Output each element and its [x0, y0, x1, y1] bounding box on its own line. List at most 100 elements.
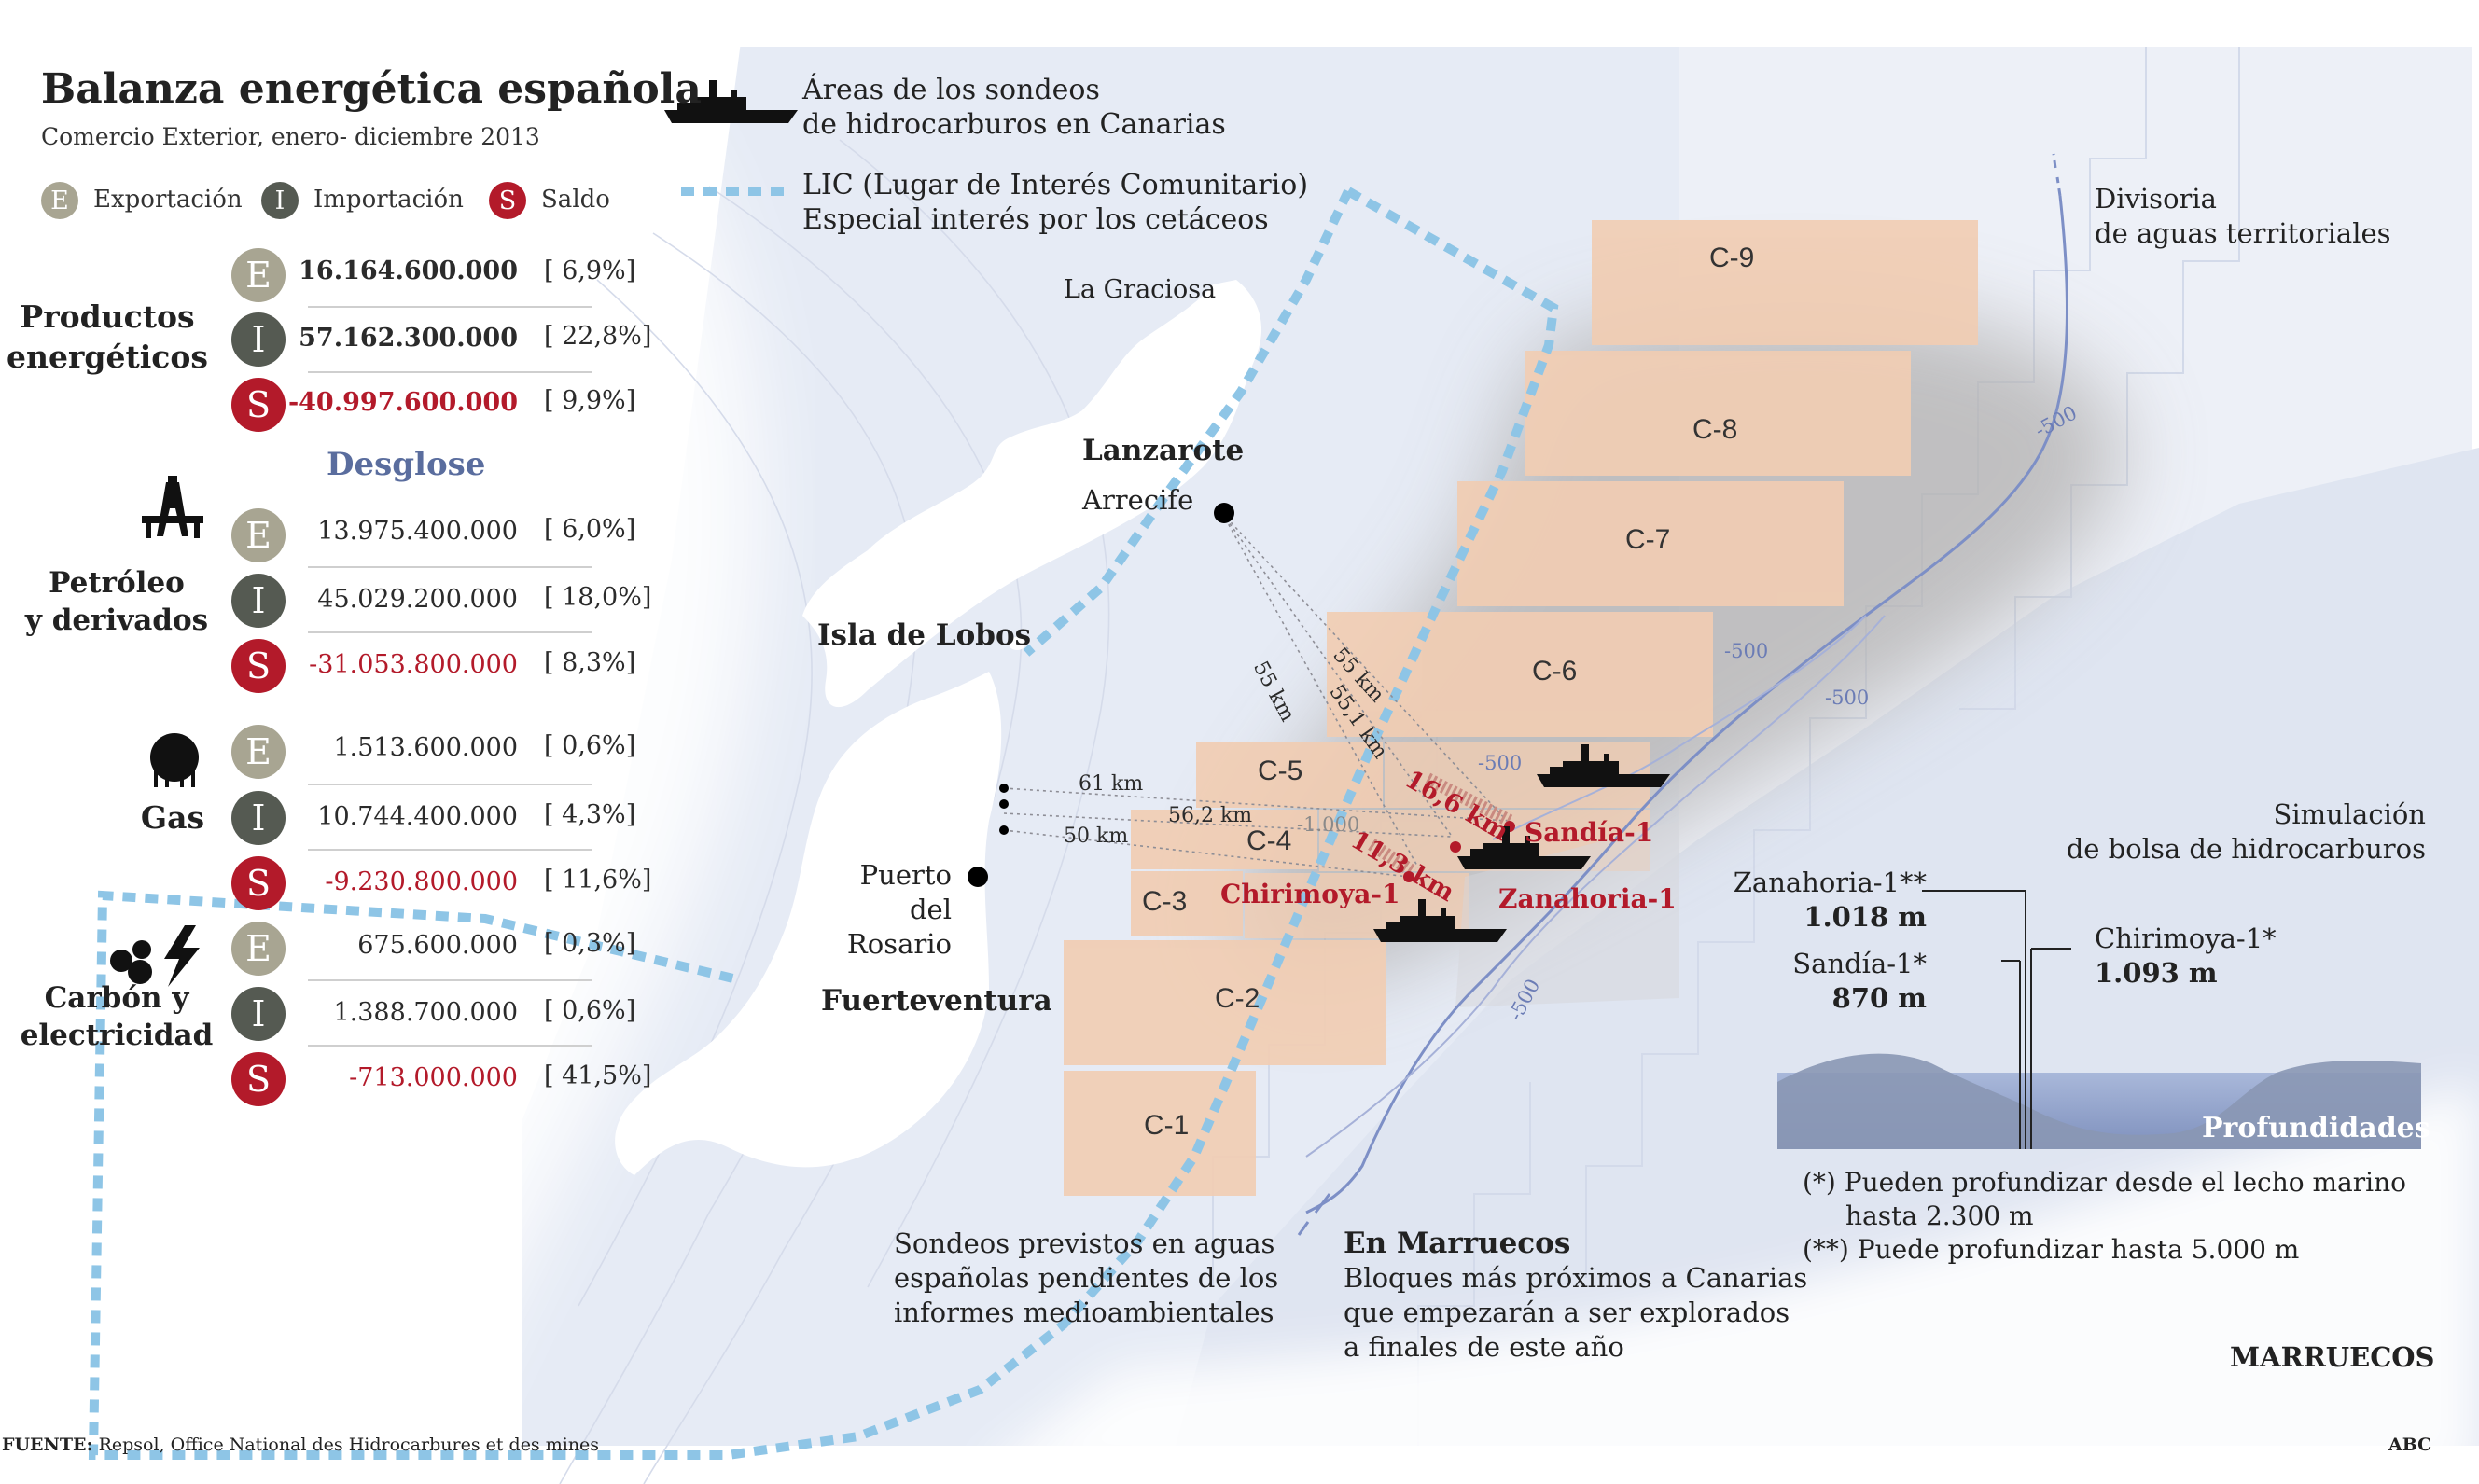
carbon-saldo-badge: S — [231, 1052, 286, 1106]
ship-icon-chirimoya — [1373, 899, 1507, 942]
territorial-divide-dash-top — [2052, 153, 2062, 197]
divider — [308, 849, 592, 851]
block-c7 — [1457, 481, 1844, 606]
divider — [308, 306, 592, 308]
carbon-export-pct: [ 0,3%] — [544, 929, 636, 958]
export-badge: E — [41, 182, 78, 219]
distance-50: 50 km — [1064, 825, 1129, 848]
energeticos-saldo-value: -40.997.600.000 — [287, 388, 518, 417]
contour-500-line — [1305, 615, 1886, 1158]
energeticos-saldo-badge: S — [231, 378, 286, 432]
divider — [308, 631, 592, 633]
label-chirimoya: Chirimoya-1 — [1220, 879, 1400, 909]
energeticos-saldo-pct: [ 9,9%] — [544, 386, 636, 415]
label-marruecos: MARRUECOS — [2230, 1341, 2435, 1373]
petroleo-export-pct: [ 6,0%] — [544, 515, 636, 544]
label-puerto-del-rosario: Puerto del Rosario — [846, 859, 952, 960]
gas-export-value: 1.513.600.000 — [333, 733, 518, 762]
petroleo-import-value: 45.029.200.000 — [317, 585, 518, 614]
block-label-c3: C-3 — [1142, 886, 1188, 917]
coal-electricity-icon — [110, 925, 200, 987]
lic-boundary — [88, 187, 1559, 1460]
gas-tank-icon — [150, 733, 199, 787]
energeticos-import-value: 57.162.300.000 — [299, 324, 518, 353]
block-label-c1: C-1 — [1144, 1110, 1190, 1141]
energeticos-import-pct: [ 22,8%] — [544, 322, 652, 351]
territorial-divide-line — [1305, 195, 2068, 1214]
territorial-divide-dash-bottom — [1297, 1193, 1331, 1236]
import-badge: I — [261, 182, 299, 219]
morocco-land — [970, 1082, 2479, 1484]
energeticos-import-badge: I — [231, 312, 286, 367]
label-divisoria: Divisoria de aguas territoriales — [2095, 183, 2391, 249]
areas-legend-text: Áreas de los sondeos de hidrocarburos en… — [802, 74, 1226, 141]
label-arrecife: Arrecife — [1082, 484, 1194, 516]
block-c6 — [1327, 612, 1713, 737]
distance-61: 61 km — [1079, 772, 1144, 796]
zanahoria-point — [1450, 841, 1461, 853]
block-label-c5: C-5 — [1258, 756, 1303, 786]
block-c2 — [1064, 940, 1386, 1065]
lobos-dot-2 — [999, 799, 1009, 809]
label-fuerteventura: Fuerteventura — [821, 984, 1052, 1018]
contour-label-500: -500 — [1724, 640, 1769, 662]
carbon-export-value: 675.600.000 — [357, 931, 518, 960]
page-subtitle: Comercio Exterior, enero- diciembre 2013 — [41, 123, 540, 150]
divider — [308, 784, 592, 785]
caption-marruecos: En Marruecos Bloques más próximos a Cana… — [1344, 1227, 1808, 1363]
saldo-badge: S — [489, 182, 526, 219]
divider — [308, 979, 592, 981]
divider — [308, 1045, 592, 1047]
saldo-legend-label: Saldo — [541, 186, 610, 214]
gas-import-value: 10.744.400.000 — [317, 802, 518, 831]
la-graciosa-island — [1187, 298, 1213, 330]
contour-500-line-b — [1492, 615, 1867, 840]
gas-saldo-badge: S — [231, 856, 286, 910]
block-label-c9: C-9 — [1709, 243, 1755, 273]
seabed-profile — [1777, 1053, 2421, 1149]
category-carbon-electricidad: Carbón y electricidad — [20, 981, 214, 1052]
block-label-c6: C-6 — [1532, 656, 1578, 687]
block-label-c4: C-4 — [1246, 825, 1292, 856]
exploration-blocks — [1064, 220, 1978, 1196]
petroleo-export-badge: E — [231, 508, 286, 562]
petroleo-saldo-badge: S — [231, 639, 286, 693]
ship-icon-legend — [664, 80, 798, 123]
divider — [308, 566, 592, 568]
gas-import-pct: [ 4,3%] — [544, 800, 636, 829]
profundidades-label: Profundidades — [2202, 1112, 2430, 1144]
label-isla-de-lobos: Isla de Lobos — [817, 618, 1032, 652]
contour-label-1000: -1.000 — [1297, 813, 1360, 836]
gas-saldo-value: -9.230.800.000 — [325, 867, 518, 896]
carbon-import-value: 1.388.700.000 — [333, 998, 518, 1027]
footer-brand: ABC — [2388, 1435, 2432, 1455]
ship-icon-sandia — [1537, 744, 1670, 787]
caption-sondeos: Sondeos previstos en aguas españolas pen… — [894, 1227, 1279, 1328]
isla-de-lobos — [1009, 637, 1025, 650]
block-c1 — [1064, 1071, 1256, 1196]
energeticos-export-value: 16.164.600.000 — [299, 257, 518, 285]
block-label-c8: C-8 — [1692, 414, 1738, 445]
energeticos-export-badge: E — [231, 248, 286, 302]
lobos-dot-3 — [999, 825, 1009, 835]
lanzarote-island — [802, 280, 1262, 708]
fuerteventura-island — [615, 672, 1002, 1175]
category-productos-energeticos: Productos energéticos — [7, 298, 208, 375]
distance-lines — [1003, 512, 1508, 878]
page-title: Balanza energética española — [41, 65, 702, 113]
petroleo-import-pct: [ 18,0%] — [544, 583, 652, 612]
petroleo-import-badge: I — [231, 574, 286, 628]
simulacion-label: Simulación de bolsa de hidrocarburos — [2066, 798, 2426, 865]
desglose-heading: Desglose — [327, 446, 486, 483]
carbon-export-badge: E — [231, 922, 286, 976]
gas-export-pct: [ 0,6%] — [544, 731, 636, 760]
sim-chirimoya: Chirimoya-1* 1.093 m — [2095, 922, 2277, 989]
gas-export-badge: E — [231, 725, 286, 779]
ship-icon-zanahoria — [1457, 826, 1591, 869]
category-petroleo: Petróleo y derivados — [24, 566, 209, 637]
carbon-import-pct: [ 0,6%] — [544, 996, 636, 1025]
contour-label-500: -500 — [1825, 687, 1870, 709]
block-c4 — [1131, 810, 1317, 869]
carbon-import-badge: I — [231, 987, 286, 1041]
note-1: (*) Pueden profundizar desde el lecho ma… — [1803, 1167, 2406, 1231]
